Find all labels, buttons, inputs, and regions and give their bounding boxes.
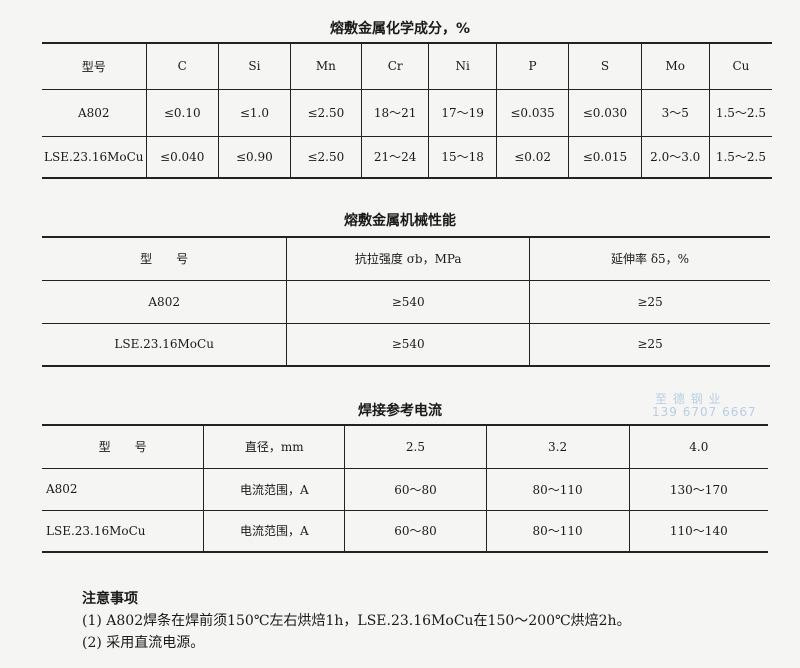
notes-heading: 注意事项 (82, 591, 138, 607)
table-cell: ≥25 (529, 323, 770, 366)
note-item: (2) 采用直流电源。 (82, 635, 205, 651)
table-cell: ≤2.50 (289, 89, 362, 136)
table-row: A802 ≤0.10 ≤1.0 ≤2.50 18～21 17～19 ≤0.035 ≤0.030… (42, 89, 772, 136)
header-row: 型 号抗拉强度 σb，MPa 延伸率 δ5，% (42, 237, 770, 280)
table-cell: A802 (42, 89, 147, 136)
table-cell: LSE.23.16MoCu (42, 323, 288, 366)
table-row: A802 ≥540 ≥25 (42, 280, 770, 323)
table-cell: 110～140 (628, 510, 768, 552)
table-cell: 18～21 (360, 89, 430, 136)
chem-title: 熔敷金属化学成分，% (329, 21, 471, 37)
column-header: 4.0 (628, 425, 768, 468)
table-cell: 2.0～3.0 (640, 136, 710, 178)
table-cell: 80～110 (485, 510, 630, 552)
table-cell: LSE.23.16MoCu (42, 136, 147, 178)
table-cell: ≤2.50 (289, 136, 362, 178)
column-header: C (145, 43, 219, 89)
table-cell: 电流范围，A (203, 510, 346, 552)
table-cell: ≥25 (529, 280, 770, 323)
table-cell: 60～80 (344, 468, 487, 510)
header-row: 型号 C Si Mn Cr Ni P S Mo Cu (42, 43, 772, 89)
table-cell: ≤0.90 (217, 136, 291, 178)
table-row: LSE.23.16MoCu 电流范围，A 60～80 80～110 110～140 (42, 510, 768, 552)
column-header: 直径，mm (203, 425, 346, 468)
mechanical-properties-table: 型 号抗拉强度 σb，MPa 延伸率 δ5，% A802 ≥540 ≥25 LSE.23.… (42, 236, 770, 367)
current-title: 焊接参考电流 (358, 403, 442, 419)
column-header: Cu (708, 43, 772, 89)
column-header: Mn (289, 43, 362, 89)
column-header: 型 号 (42, 237, 288, 280)
table-cell: 17～19 (428, 89, 497, 136)
chemical-composition-table: 型号 C Si Mn Cr Ni P S Mo Cu A802 ≤0.10 ≤1.0 ≤2.50 18～21… (42, 42, 772, 179)
note-item: (1) A802焊条在焊前须150℃左右烘焙1h，LSE.23.16MoCu在1… (82, 613, 631, 629)
column-header: 2.5 (344, 425, 487, 468)
column-header: 抗拉强度 σb，MPa (286, 237, 531, 280)
table-cell: 3～5 (640, 89, 710, 136)
column-header: 3.2 (485, 425, 630, 468)
mech-title: 熔敷金属机械性能 (344, 213, 456, 229)
header-row: 型 号直径，mm 2.5 3.2 4.0 (42, 425, 768, 468)
table-cell: 130～170 (628, 468, 768, 510)
table-cell: 1.5～2.5 (708, 89, 772, 136)
column-header: 型 号 (42, 425, 205, 468)
column-header: P (495, 43, 570, 89)
column-header: Cr (360, 43, 430, 89)
table-cell: ≥540 (286, 280, 531, 323)
welding-current-table: 型 号直径，mm 2.5 3.2 4.0 A802 电流范围，A 60～80 80～110 13… (42, 424, 768, 553)
table-cell: A802 (42, 468, 205, 510)
table-cell: LSE.23.16MoCu (42, 510, 205, 552)
watermark-phone: 139 6707 6667 (652, 405, 757, 419)
watermark-name: 至 德 钢 业 (655, 392, 722, 406)
table-cell: ≤0.040 (145, 136, 219, 178)
column-header: 型号 (42, 43, 147, 89)
table-cell: ≤0.015 (568, 136, 642, 178)
table-cell: ≤0.02 (495, 136, 570, 178)
column-header: Mo (640, 43, 710, 89)
column-header: 延伸率 δ5，% (529, 237, 770, 280)
table-cell: 电流范围，A (203, 468, 346, 510)
table-cell: A802 (42, 280, 288, 323)
table-cell: 1.5～2.5 (708, 136, 772, 178)
table-cell: 15～18 (428, 136, 497, 178)
table-row: LSE.23.16MoCu ≥540 ≥25 (42, 323, 770, 366)
table-cell: ≤0.035 (495, 89, 570, 136)
column-header: S (568, 43, 642, 89)
table-row: LSE.23.16MoCu ≤0.040 ≤0.90 ≤2.50 21～24 15～18 ≤… (42, 136, 772, 178)
table-cell: 80～110 (485, 468, 630, 510)
table-cell: 60～80 (344, 510, 487, 552)
table-cell: ≥540 (286, 323, 531, 366)
table-cell: ≤0.10 (145, 89, 219, 136)
column-header: Ni (428, 43, 497, 89)
table-row: A802 电流范围，A 60～80 80～110 130～170 (42, 468, 768, 510)
table-cell: 21～24 (360, 136, 430, 178)
table-cell: ≤0.030 (568, 89, 642, 136)
table-cell: ≤1.0 (217, 89, 291, 136)
column-header: Si (217, 43, 291, 89)
